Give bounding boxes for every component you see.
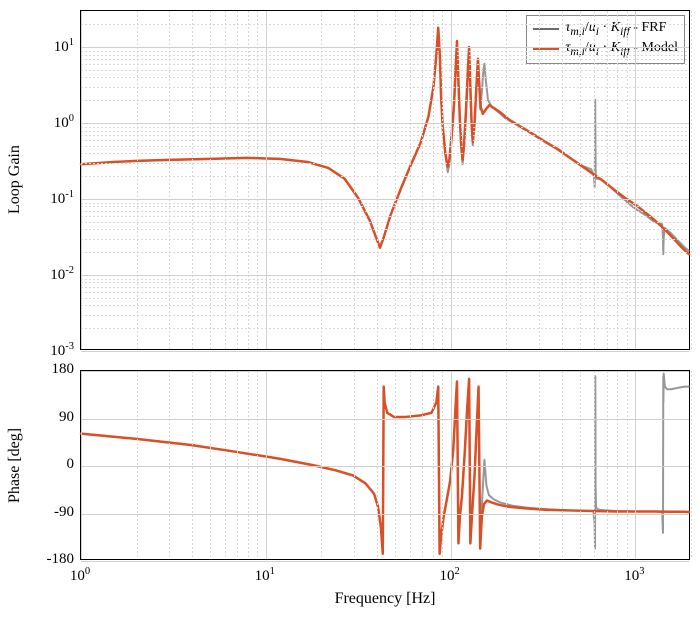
legend-swatch-frf: [533, 28, 559, 30]
phase-panel: [80, 370, 690, 560]
legend-box: τm,i/ui · Kiff - FRF τm,i/ui · Kiff - Mo…: [526, 15, 685, 64]
legend-swatch-model: [533, 48, 559, 50]
phase-plot-svg: [81, 371, 689, 559]
legend-row-model: τm,i/ui · Kiff - Model: [533, 39, 678, 59]
x-tick-label: 103: [616, 566, 652, 585]
phase-ytick-label: 90: [0, 409, 74, 426]
frf-phase-line: [81, 374, 689, 554]
legend-label-model: τm,i/ui · Kiff - Model: [565, 39, 678, 59]
mag-ytick-label: 10-2: [0, 265, 74, 284]
mag-ytick-label: 101: [0, 37, 74, 56]
x-tick-label: 100: [62, 566, 98, 585]
magnitude-panel: τm,i/ui · Kiff - FRF τm,i/ui · Kiff - Mo…: [80, 10, 690, 350]
mag-ytick-label: 10-1: [0, 189, 74, 208]
phase-ytick-label: 180: [0, 361, 74, 378]
bode-figure: Loop Gain Phase [deg] τm,i/ui · Kiff - F…: [0, 0, 700, 621]
phase-ytick-label: -90: [0, 504, 74, 521]
x-axis-label: Frequency [Hz]: [80, 590, 690, 608]
phase-ytick-label: 0: [0, 456, 74, 473]
mag-ytick-label: 100: [0, 113, 74, 132]
mag-ytick-label: 10-3: [0, 341, 74, 360]
x-tick-label: 102: [432, 566, 468, 585]
x-tick-label: 101: [247, 566, 283, 585]
legend-row-frf: τm,i/ui · Kiff - FRF: [533, 19, 678, 39]
